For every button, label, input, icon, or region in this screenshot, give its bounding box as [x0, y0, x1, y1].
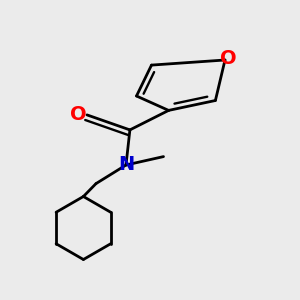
Text: O: O [220, 49, 237, 68]
Text: N: N [118, 155, 134, 175]
Text: O: O [70, 104, 86, 124]
